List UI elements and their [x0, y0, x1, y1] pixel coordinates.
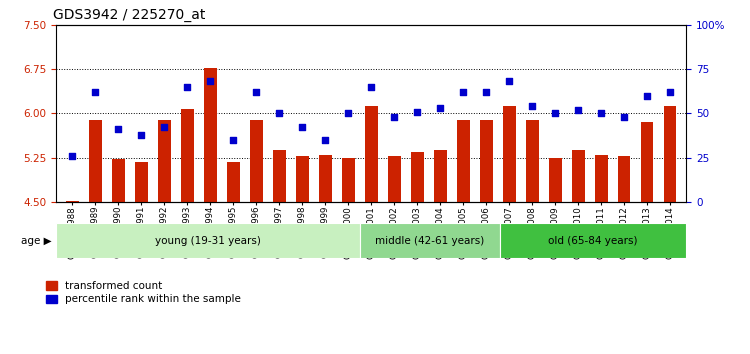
Point — [641, 93, 653, 98]
Point — [89, 89, 101, 95]
Point — [411, 109, 423, 114]
Point — [503, 79, 515, 84]
Bar — [296, 156, 308, 202]
Bar — [411, 152, 424, 202]
Point — [572, 107, 584, 113]
Text: age ▶: age ▶ — [21, 236, 52, 246]
Bar — [664, 106, 676, 202]
Point — [434, 105, 446, 111]
Bar — [319, 155, 332, 202]
Bar — [500, 223, 686, 258]
Bar — [503, 106, 515, 202]
Point — [251, 89, 262, 95]
Bar — [112, 159, 125, 202]
Legend: transformed count, percentile rank within the sample: transformed count, percentile rank withi… — [46, 281, 241, 304]
Point — [204, 79, 216, 84]
Bar — [388, 156, 400, 202]
Bar — [618, 156, 631, 202]
Point — [158, 125, 170, 130]
Text: middle (42-61 years): middle (42-61 years) — [375, 236, 484, 246]
Bar — [549, 158, 562, 202]
Bar — [434, 150, 446, 202]
Text: GDS3942 / 225270_at: GDS3942 / 225270_at — [53, 8, 206, 22]
Point — [596, 110, 608, 116]
Bar — [480, 120, 493, 202]
Bar — [273, 150, 286, 202]
Bar — [526, 120, 538, 202]
Bar — [250, 120, 262, 202]
Bar — [181, 109, 194, 202]
Point — [458, 89, 470, 95]
Bar — [89, 120, 102, 202]
Bar — [359, 223, 500, 258]
Point — [296, 125, 308, 130]
Bar — [640, 122, 653, 202]
Point — [480, 89, 492, 95]
Point — [273, 110, 285, 116]
Point — [549, 110, 561, 116]
Point — [135, 132, 147, 137]
Text: young (19-31 years): young (19-31 years) — [155, 236, 261, 246]
Point — [66, 153, 78, 159]
Bar — [135, 162, 148, 202]
Bar — [204, 68, 217, 202]
Bar — [457, 120, 470, 202]
Bar — [227, 162, 239, 202]
Bar — [158, 120, 171, 202]
Bar — [342, 158, 355, 202]
Point — [342, 110, 354, 116]
Point — [526, 103, 538, 109]
Bar — [595, 155, 608, 202]
Point — [320, 137, 332, 143]
Point — [182, 84, 194, 90]
Point — [365, 84, 377, 90]
Bar — [66, 201, 79, 202]
Point — [618, 114, 630, 120]
Point — [112, 126, 125, 132]
Bar — [572, 150, 584, 202]
Point — [227, 137, 239, 143]
Point — [388, 114, 400, 120]
Point — [664, 89, 676, 95]
Bar — [56, 223, 359, 258]
Text: old (65-84 years): old (65-84 years) — [548, 236, 638, 246]
Bar — [365, 106, 377, 202]
